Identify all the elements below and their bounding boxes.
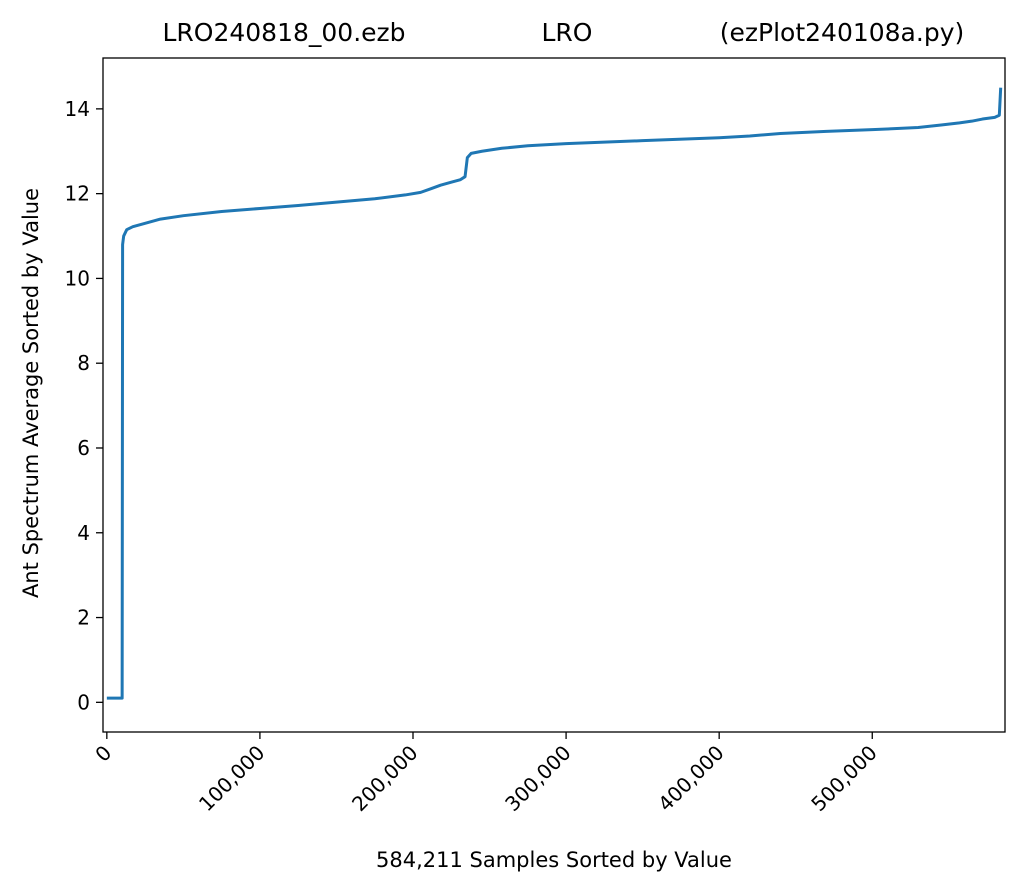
x-tick-label: 100,000: [194, 741, 269, 816]
x-tick-label: 400,000: [653, 741, 728, 816]
plot-area: [102, 57, 1006, 733]
y-tick-label: 14: [65, 97, 90, 121]
x-axis-label: 584,211 Samples Sorted by Value: [376, 848, 732, 872]
y-tick-label: 6: [77, 436, 90, 460]
x-tick-label: 300,000: [500, 741, 575, 816]
ticks-layer: 0 2 4 6 8 10 12 14 0 100,000 200,000 300,000 400,000…: [65, 97, 882, 816]
chart-title-file: LRO240818_00.ezb: [162, 18, 405, 47]
series-layer: [106, 87, 1003, 700]
y-tick-label: 0: [77, 690, 90, 714]
series-line: [106, 87, 1003, 700]
x-tick-label: 0: [90, 741, 116, 767]
y-tick-label: 12: [65, 182, 90, 206]
chart-title-script: (ezPlot240108a.py): [720, 18, 965, 47]
x-tick-label: 200,000: [347, 741, 422, 816]
y-tick-label: 10: [65, 266, 90, 290]
y-tick-label: 2: [77, 606, 90, 630]
x-tick-label: 500,000: [806, 741, 881, 816]
y-tick-label: 8: [77, 351, 90, 375]
y-axis-label: Ant Spectrum Average Sorted by Value: [19, 188, 43, 598]
y-tick-label: 4: [77, 521, 90, 545]
chart-title-site: LRO: [542, 18, 593, 47]
